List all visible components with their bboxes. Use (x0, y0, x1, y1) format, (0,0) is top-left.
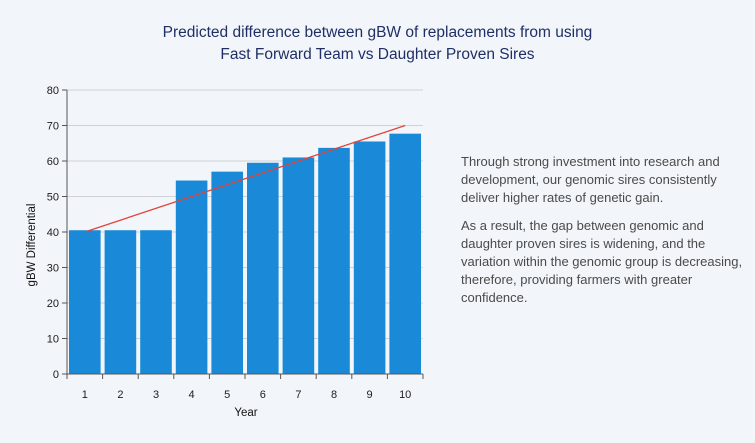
y-tick-label: 30 (47, 263, 59, 275)
chart-title: Predicted difference between gBW of repl… (0, 22, 755, 66)
bar-2 (104, 230, 137, 374)
description-paragraph-1: Through strong investment into research … (461, 154, 720, 206)
x-tick-label: 4 (189, 389, 195, 401)
bar-10 (389, 133, 421, 374)
y-tick-label: 0 (53, 369, 59, 381)
x-axis-label: Year (234, 407, 257, 419)
bar-1 (69, 230, 101, 374)
x-tick-label: 3 (153, 389, 159, 401)
y-tick-label: 70 (47, 121, 59, 133)
x-tick-label: 2 (117, 389, 123, 401)
y-tick-label: 50 (47, 192, 59, 204)
x-tick-label: 8 (331, 389, 337, 401)
bars (69, 133, 421, 374)
bar-9 (353, 141, 386, 374)
y-tick-label: 80 (47, 85, 59, 97)
bar-5 (211, 171, 243, 374)
y-tick-label: 20 (47, 298, 59, 310)
bar-4 (175, 180, 208, 374)
y-tick-label: 10 (47, 334, 59, 346)
bar-3 (140, 230, 172, 374)
y-tick-label: 40 (47, 227, 59, 239)
x-tick-label: 10 (399, 389, 411, 401)
bar-chart: 0 10 20 30 40 50 60 70 80 1 2 3 4 5 6 7 8 9 10 Year gBW D… (26, 85, 424, 419)
x-tick-label: 7 (295, 389, 301, 401)
bar-8 (318, 147, 350, 374)
y-tick-label: 60 (47, 156, 59, 168)
trendline (84, 124, 406, 233)
x-tick-label: 9 (367, 389, 373, 401)
trend-line (84, 124, 406, 233)
chart-title-line-2: Fast Forward Team vs Daughter Proven Sir… (220, 46, 535, 63)
bar-7 (282, 157, 315, 374)
x-tick-label: 1 (82, 389, 88, 401)
x-tick-label: 6 (260, 389, 266, 401)
description-paragraph-2: As a result, the gap between genomic and… (461, 217, 743, 306)
chart-title-line-1: Predicted difference between gBW of repl… (162, 24, 593, 41)
bar-6 (247, 162, 279, 374)
axes (62, 89, 424, 379)
x-tick-label: 5 (224, 389, 230, 401)
x-tick-labels: 1 2 3 4 5 6 7 8 9 10 (82, 389, 412, 401)
y-axis-label: gBW Differential (26, 204, 38, 287)
y-tick-labels: 0 10 20 30 40 50 60 70 80 (47, 85, 59, 381)
description: Through strong investment into research … (461, 153, 747, 317)
